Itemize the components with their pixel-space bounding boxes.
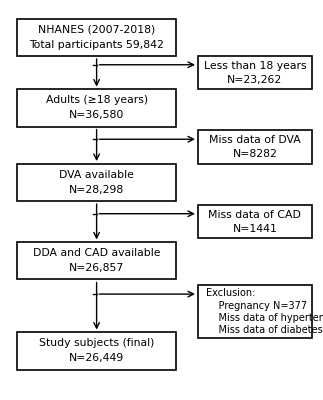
Bar [198,205,312,238]
Text: Miss data of CAD: Miss data of CAD [208,210,301,220]
Bar [198,56,312,89]
Text: Exclusion:: Exclusion: [206,288,255,298]
Text: Study subjects (final): Study subjects (final) [39,338,154,348]
Text: Adults (≥18 years): Adults (≥18 years) [46,96,148,106]
Text: N=8282: N=8282 [233,149,277,159]
Text: N=28,298: N=28,298 [69,185,124,195]
Bar [198,130,312,164]
Bar [17,332,176,370]
Bar [17,164,176,201]
Text: N=23,262: N=23,262 [227,75,283,85]
Text: N=26,857: N=26,857 [69,263,124,273]
Text: NHANES (2007-2018): NHANES (2007-2018) [38,25,155,35]
Bar [17,19,176,56]
Text: Miss data of hypertension N=20: Miss data of hypertension N=20 [206,313,323,323]
Text: Miss data of diabetes N=11: Miss data of diabetes N=11 [206,325,323,335]
Text: N=1441: N=1441 [233,224,277,234]
Text: Total participants 59,842: Total participants 59,842 [29,40,164,50]
Bar [198,285,312,338]
Bar [17,242,176,279]
Text: N=26,449: N=26,449 [69,353,124,363]
Text: Miss data of DVA: Miss data of DVA [209,135,301,145]
Text: Pregnancy N=377: Pregnancy N=377 [206,301,307,311]
Text: DDA and CAD available: DDA and CAD available [33,248,160,258]
Text: Less than 18 years: Less than 18 years [203,60,306,70]
Text: DVA available: DVA available [59,170,134,180]
Bar [17,89,176,126]
Text: N=36,580: N=36,580 [69,110,124,120]
